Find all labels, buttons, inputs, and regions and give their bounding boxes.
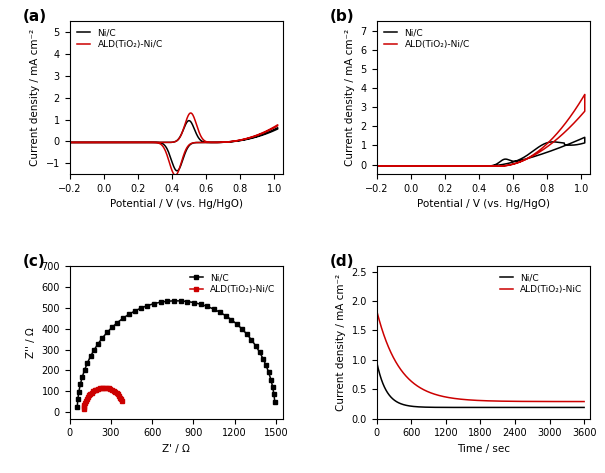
Text: (a): (a) [22,9,47,24]
X-axis label: Potential / V (vs. Hg/HgO): Potential / V (vs. Hg/HgO) [417,200,550,210]
Y-axis label: Current density / mA cm⁻²: Current density / mA cm⁻² [30,29,40,166]
Y-axis label: Z'' / Ω: Z'' / Ω [26,327,36,358]
Legend: Ni/C, ALD(TiO₂)-Ni/C: Ni/C, ALD(TiO₂)-Ni/C [74,26,166,52]
X-axis label: Z' / Ω: Z' / Ω [162,444,190,454]
Legend: Ni/C, ALD(TiO₂)-Ni/C: Ni/C, ALD(TiO₂)-Ni/C [187,270,278,297]
Y-axis label: Current density / mA cm⁻²: Current density / mA cm⁻² [345,29,355,166]
Text: (d): (d) [330,254,354,269]
X-axis label: Potential / V (vs. Hg/HgO): Potential / V (vs. Hg/HgO) [110,200,243,210]
Legend: Ni/C, ALD(TiO₂)-NiC: Ni/C, ALD(TiO₂)-NiC [497,270,586,297]
X-axis label: Time / sec: Time / sec [457,444,510,454]
Text: (c): (c) [22,254,45,269]
Text: (b): (b) [330,9,355,24]
Legend: Ni/C, ALD(TiO₂)-Ni/C: Ni/C, ALD(TiO₂)-Ni/C [381,26,473,52]
Y-axis label: Current density / mA cm⁻²: Current density / mA cm⁻² [336,274,346,411]
